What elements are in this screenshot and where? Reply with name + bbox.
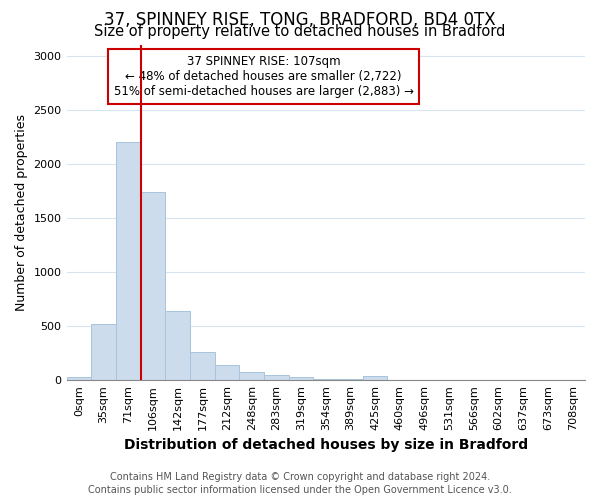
Bar <box>313 378 338 380</box>
Bar <box>140 192 165 380</box>
Bar <box>91 324 116 380</box>
X-axis label: Distribution of detached houses by size in Bradford: Distribution of detached houses by size … <box>124 438 528 452</box>
Bar <box>239 372 264 380</box>
Bar <box>116 142 140 380</box>
Text: Size of property relative to detached houses in Bradford: Size of property relative to detached ho… <box>94 24 506 39</box>
Bar <box>363 376 388 380</box>
Bar <box>190 352 215 380</box>
Bar <box>67 377 91 380</box>
Text: Contains HM Land Registry data © Crown copyright and database right 2024.
Contai: Contains HM Land Registry data © Crown c… <box>88 472 512 495</box>
Bar <box>215 365 239 380</box>
Bar <box>165 311 190 380</box>
Text: 37 SPINNEY RISE: 107sqm
← 48% of detached houses are smaller (2,722)
51% of semi: 37 SPINNEY RISE: 107sqm ← 48% of detache… <box>113 55 413 98</box>
Bar <box>264 375 289 380</box>
Text: 37, SPINNEY RISE, TONG, BRADFORD, BD4 0TX: 37, SPINNEY RISE, TONG, BRADFORD, BD4 0T… <box>104 11 496 29</box>
Bar <box>289 377 313 380</box>
Y-axis label: Number of detached properties: Number of detached properties <box>15 114 28 311</box>
Bar <box>338 379 363 380</box>
